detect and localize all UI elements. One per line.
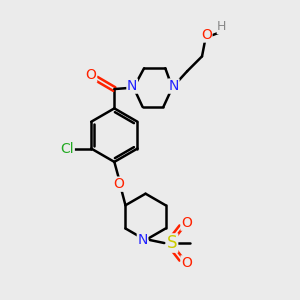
- Text: O: O: [86, 68, 97, 82]
- Text: O: O: [181, 256, 192, 270]
- Text: O: O: [181, 216, 192, 230]
- Text: O: O: [113, 177, 124, 191]
- Text: H: H: [217, 20, 226, 33]
- Text: S: S: [167, 234, 178, 252]
- Text: N: N: [137, 233, 148, 247]
- Text: Cl: Cl: [61, 142, 74, 155]
- Text: N: N: [169, 79, 179, 93]
- Text: N: N: [127, 79, 137, 93]
- Text: O: O: [201, 28, 212, 42]
